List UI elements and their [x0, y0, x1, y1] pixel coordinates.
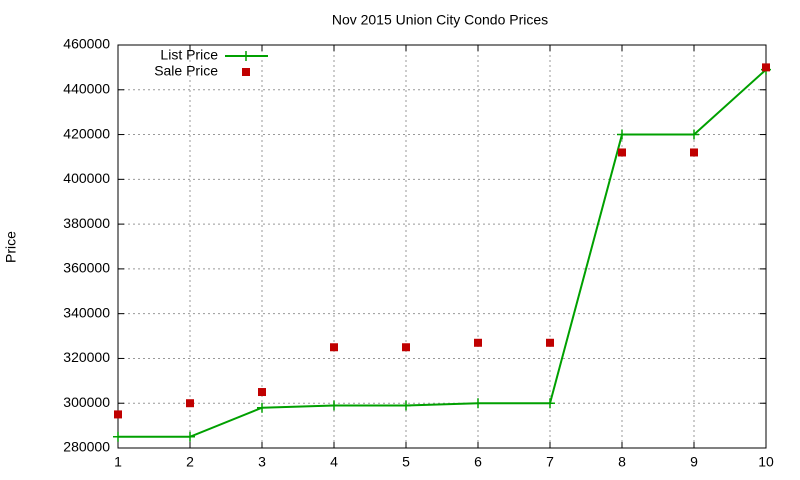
- y-tick-label: 280000: [63, 439, 110, 455]
- point-marker: [546, 338, 554, 347]
- x-tick-label: 10: [758, 454, 774, 470]
- chart-title: Nov 2015 Union City Condo Prices: [332, 12, 548, 28]
- point-marker: [186, 399, 194, 408]
- x-tick-label: 4: [330, 454, 338, 470]
- x-tick-label: 6: [474, 454, 482, 470]
- point-marker: [689, 129, 699, 140]
- y-tick-label: 460000: [63, 36, 110, 52]
- point-marker: [545, 398, 555, 409]
- point-marker: [329, 400, 339, 411]
- point-marker: [473, 398, 483, 409]
- y-tick-label: 340000: [63, 304, 110, 320]
- series-line: [118, 68, 767, 438]
- x-tick-label: 2: [186, 454, 194, 470]
- y-tick-label: 360000: [63, 260, 110, 276]
- point-marker: [401, 400, 411, 411]
- y-tick-label: 300000: [63, 394, 110, 410]
- point-marker: [474, 338, 482, 347]
- point-marker: [113, 431, 123, 442]
- point-marker: [114, 410, 122, 419]
- point-marker: [690, 148, 698, 157]
- legend-swatch: [241, 51, 251, 61]
- x-tick-label: 3: [258, 454, 266, 470]
- point-marker: [402, 343, 410, 352]
- point-marker: [330, 343, 338, 352]
- x-tick-label: 8: [618, 454, 626, 470]
- x-tick-label: 1: [114, 454, 122, 470]
- y-axis-label: Price: [3, 231, 19, 263]
- y-tick-label: 380000: [63, 215, 110, 231]
- y-tick-label: 420000: [63, 125, 110, 141]
- x-tick-label: 7: [546, 454, 554, 470]
- point-marker: [762, 63, 770, 72]
- y-tick-label: 440000: [63, 80, 110, 96]
- point-marker: [258, 388, 266, 397]
- y-tick-label: 320000: [63, 349, 110, 365]
- x-tick-label: 5: [402, 454, 410, 470]
- point-marker: [617, 129, 627, 140]
- x-tick-label: 9: [690, 454, 698, 470]
- point-marker: [185, 431, 195, 442]
- legend-swatch: [242, 68, 250, 76]
- point-marker: [618, 148, 626, 157]
- y-tick-label: 400000: [63, 170, 110, 186]
- plot-border: [117, 44, 767, 449]
- legend-label: List Price: [160, 47, 218, 63]
- point-marker: [257, 402, 267, 413]
- legend-label: Sale Price: [154, 63, 218, 79]
